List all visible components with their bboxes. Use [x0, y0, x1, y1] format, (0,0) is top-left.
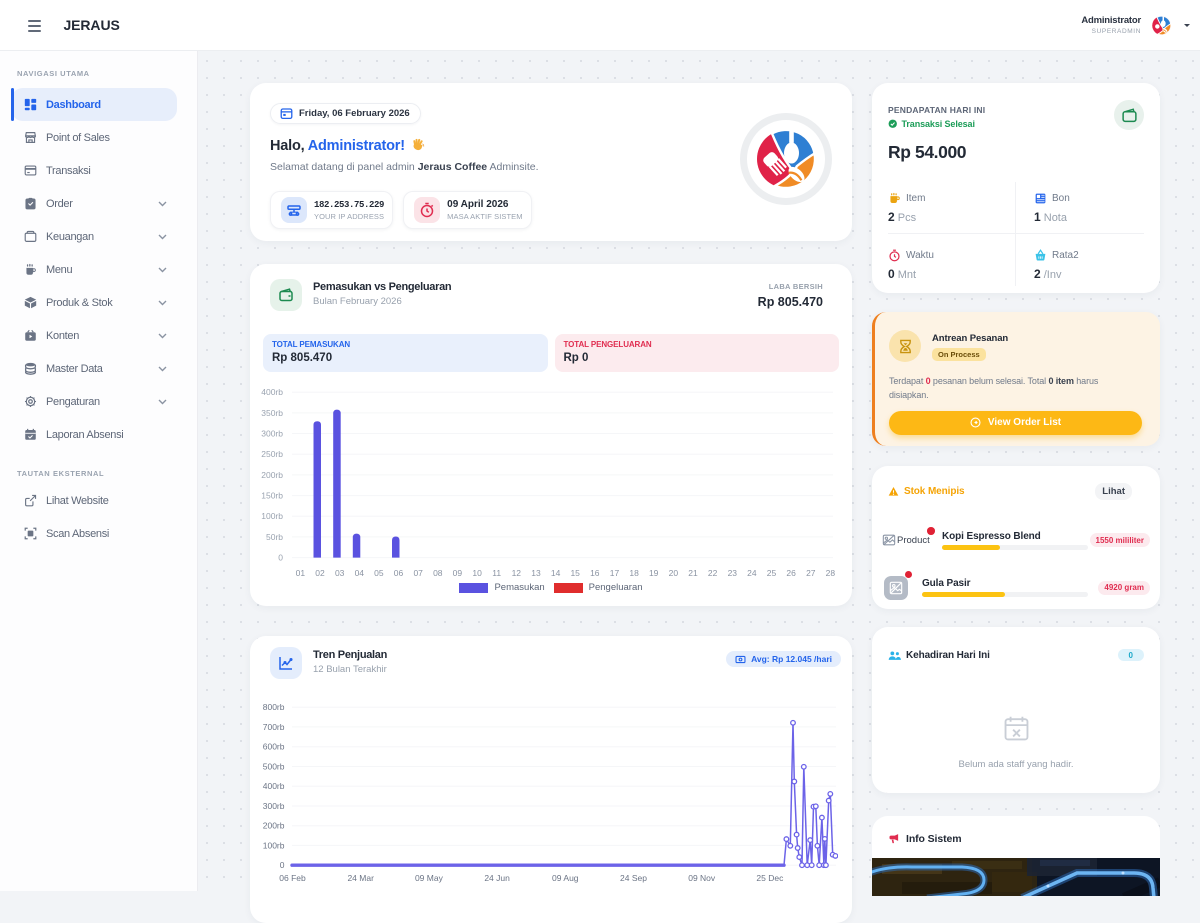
svg-text:06: 06 [394, 568, 404, 578]
svg-text:400rb: 400rb [263, 781, 285, 791]
svg-text:27: 27 [806, 568, 816, 578]
svg-text:12: 12 [512, 568, 522, 578]
svg-text:200rb: 200rb [263, 821, 285, 831]
svg-text:0: 0 [280, 860, 285, 870]
svg-text:05: 05 [374, 568, 384, 578]
svg-text:200rb: 200rb [261, 470, 283, 480]
svg-text:150rb: 150rb [261, 491, 283, 501]
svg-text:09 Aug: 09 Aug [552, 873, 579, 883]
svg-text:400rb: 400rb [261, 387, 283, 397]
svg-text:100rb: 100rb [261, 511, 283, 521]
svg-text:24 Jun: 24 Jun [484, 873, 510, 883]
svg-text:350rb: 350rb [261, 408, 283, 418]
svg-text:21: 21 [688, 568, 698, 578]
svg-text:25 Dec: 25 Dec [756, 873, 784, 883]
svg-text:22: 22 [708, 568, 718, 578]
svg-text:19: 19 [649, 568, 659, 578]
svg-text:06 Feb: 06 Feb [279, 873, 306, 883]
svg-text:50rb: 50rb [266, 532, 283, 542]
svg-text:23: 23 [728, 568, 738, 578]
svg-text:25: 25 [767, 568, 777, 578]
svg-text:24 Mar: 24 Mar [347, 873, 374, 883]
svg-text:250rb: 250rb [261, 449, 283, 459]
svg-text:100rb: 100rb [263, 840, 285, 850]
svg-text:09 Nov: 09 Nov [688, 873, 716, 883]
svg-text:11: 11 [492, 568, 501, 578]
svg-text:17: 17 [610, 568, 620, 578]
svg-text:10: 10 [472, 568, 482, 578]
svg-text:15: 15 [570, 568, 580, 578]
svg-text:02: 02 [315, 568, 325, 578]
svg-text:03: 03 [335, 568, 345, 578]
svg-text:28: 28 [826, 568, 836, 578]
svg-text:14: 14 [551, 568, 561, 578]
svg-text:26: 26 [786, 568, 796, 578]
svg-text:04: 04 [355, 568, 365, 578]
svg-text:300rb: 300rb [263, 801, 285, 811]
svg-text:16: 16 [590, 568, 600, 578]
svg-text:24: 24 [747, 568, 757, 578]
svg-text:0: 0 [278, 553, 283, 563]
svg-text:07: 07 [413, 568, 423, 578]
svg-text:20: 20 [669, 568, 679, 578]
svg-text:08: 08 [433, 568, 443, 578]
svg-text:24 Sep: 24 Sep [620, 873, 647, 883]
svg-text:18: 18 [629, 568, 639, 578]
svg-text:700rb: 700rb [263, 722, 285, 732]
svg-text:09 May: 09 May [415, 873, 444, 883]
svg-text:500rb: 500rb [263, 762, 285, 772]
svg-text:13: 13 [531, 568, 541, 578]
svg-text:300rb: 300rb [261, 429, 283, 439]
svg-text:600rb: 600rb [263, 742, 285, 752]
svg-text:09: 09 [453, 568, 463, 578]
svg-text:800rb: 800rb [263, 702, 285, 712]
svg-text:01: 01 [296, 568, 306, 578]
